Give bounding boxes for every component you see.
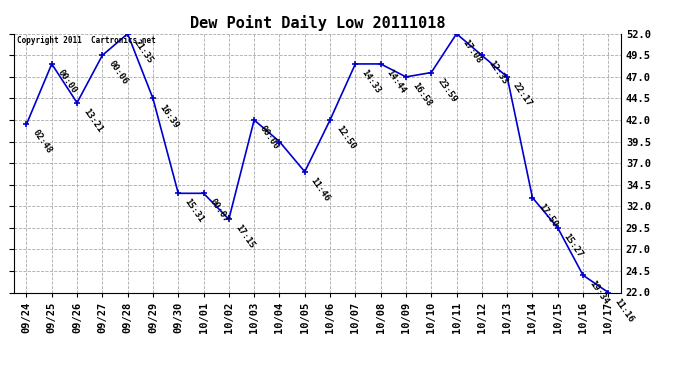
Text: 16:39: 16:39 [157, 103, 180, 130]
Text: 14:44: 14:44 [385, 68, 408, 95]
Text: 14:33: 14:33 [359, 68, 382, 95]
Text: 00:06: 00:06 [106, 60, 129, 87]
Text: 11:46: 11:46 [309, 176, 332, 203]
Text: 17:50: 17:50 [537, 202, 560, 229]
Text: 17:15: 17:15 [233, 224, 256, 251]
Text: 16:58: 16:58 [410, 81, 433, 108]
Text: 13:21: 13:21 [81, 107, 104, 134]
Text: 11:16: 11:16 [613, 297, 635, 324]
Text: 12:50: 12:50 [334, 124, 357, 152]
Text: 22:17: 22:17 [511, 81, 534, 108]
Text: 19:34: 19:34 [587, 279, 610, 307]
Text: 02:48: 02:48 [30, 129, 53, 156]
Text: 00:00: 00:00 [258, 124, 281, 152]
Text: Copyright 2011  Cartronics.net: Copyright 2011 Cartronics.net [17, 36, 155, 45]
Text: 00:00: 00:00 [56, 68, 79, 95]
Title: Dew Point Daily Low 20111018: Dew Point Daily Low 20111018 [190, 15, 445, 31]
Text: 00:07: 00:07 [208, 198, 230, 225]
Text: 12:33: 12:33 [486, 60, 509, 87]
Text: 15:27: 15:27 [562, 232, 584, 259]
Text: 15:31: 15:31 [182, 198, 205, 225]
Text: 17:08: 17:08 [461, 38, 484, 65]
Text: 23:59: 23:59 [435, 77, 458, 104]
Text: 21:35: 21:35 [132, 38, 155, 65]
